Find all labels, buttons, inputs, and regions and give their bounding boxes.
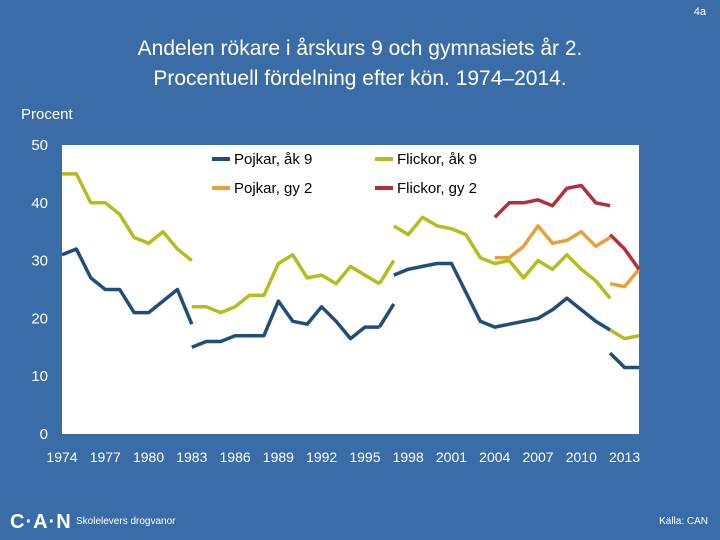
x-tick-label: 2004 xyxy=(479,449,510,465)
x-tick-label: 2007 xyxy=(522,449,553,465)
series-line-1-segment-1 xyxy=(61,247,194,325)
x-tick-label: 1995 xyxy=(349,449,380,465)
x-tick-label: 1974 xyxy=(46,449,77,465)
series-line-4-segment-1 xyxy=(493,183,611,219)
series-line-1-segment-3 xyxy=(377,302,396,329)
title-line-1: Andelen rökare i årskurs 9 och gymnasiet… xyxy=(137,37,583,60)
series-line-2-segment-4 xyxy=(392,215,612,300)
plot-area xyxy=(62,145,639,434)
y-axis-unit-label: Procent xyxy=(21,106,73,123)
series-line-1-segment-2 xyxy=(191,299,380,349)
footer-source: Källa: CAN xyxy=(659,516,708,527)
x-tick-label: 1980 xyxy=(133,449,164,465)
chart-title: Andelen rökare i årskurs 9 och gymnasiet… xyxy=(0,34,720,94)
y-tick-label: 0 xyxy=(40,426,48,443)
legend-label: Pojkar, åk 9 xyxy=(234,151,312,168)
series-line-3-segment-2 xyxy=(609,268,641,289)
x-tick-label: 1977 xyxy=(90,449,121,465)
legend-label: Pojkar, gy 2 xyxy=(234,180,312,197)
y-tick-label: 40 xyxy=(31,195,48,212)
series-line-2-segment-3 xyxy=(377,259,396,285)
x-tick-label: 1983 xyxy=(176,449,207,465)
series-line-3-segment-1 xyxy=(494,224,612,260)
x-tick-label: 2001 xyxy=(436,449,467,465)
y-tick-label: 50 xyxy=(31,137,48,154)
footer-org: Skolelevers drogvanor xyxy=(76,516,176,527)
y-tick-label: 30 xyxy=(31,253,48,270)
x-tick-label: 2013 xyxy=(609,449,640,465)
x-tick-label: 1989 xyxy=(263,449,294,465)
legend: Pojkar, åk 9 Flickor, åk 9 Pojkar, gy 2 Fli… xyxy=(212,151,477,197)
series-line-2-segment-1 xyxy=(62,172,193,262)
series-line-1-segment-4 xyxy=(393,261,612,332)
x-tick-label: 1992 xyxy=(306,449,337,465)
series-layer xyxy=(61,172,641,370)
x-axis: 1974 1977 1980 1983 1986 1989 1992 1995 1998 2001… xyxy=(46,449,640,465)
series-line-1-segment-5 xyxy=(608,351,639,370)
y-axis: 0 10 20 30 40 50 xyxy=(31,137,48,443)
series-line-2-segment-2 xyxy=(191,253,381,315)
legend-label: Flickor, åk 9 xyxy=(397,151,477,168)
x-tick-label: 1998 xyxy=(393,449,424,465)
can-logo: C·A·N xyxy=(10,511,72,533)
y-tick-label: 10 xyxy=(31,368,48,385)
slide-number: 4a xyxy=(693,6,706,18)
series-line-2-segment-5 xyxy=(609,328,640,341)
x-tick-label: 1986 xyxy=(220,449,251,465)
legend-label: Flickor, gy 2 xyxy=(397,180,477,197)
x-tick-label: 2010 xyxy=(566,449,597,465)
series-line-4-segment-2 xyxy=(608,233,641,271)
title-line-2: Procentuell fördelning efter kön. 1974–2… xyxy=(153,67,567,90)
y-tick-label: 20 xyxy=(31,310,48,327)
